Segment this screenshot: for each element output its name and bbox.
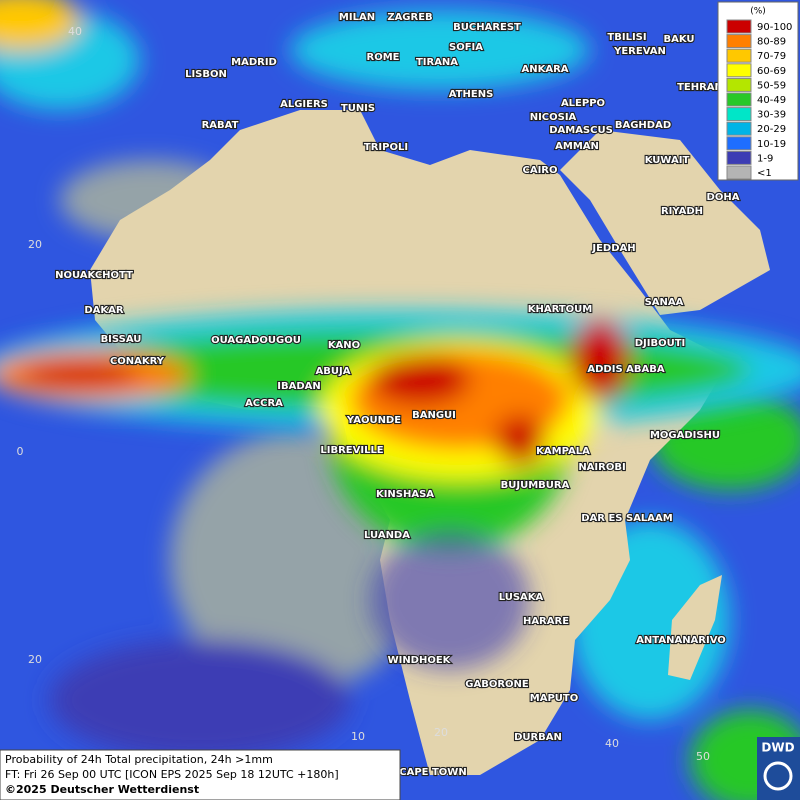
legend-label: 60-69 bbox=[757, 66, 786, 77]
longitude-label: 50 bbox=[696, 750, 710, 763]
city-label: LISBON bbox=[185, 69, 227, 80]
longitude-label: 10 bbox=[351, 730, 365, 743]
city-label: DAKAR bbox=[84, 305, 124, 316]
city-label: ALGIERS bbox=[280, 99, 328, 110]
city-label: LIBREVILLE bbox=[320, 445, 383, 456]
legend-swatch bbox=[726, 92, 752, 107]
legend-swatch bbox=[726, 165, 752, 180]
city-label: BAGHDAD bbox=[615, 120, 671, 131]
city-label: YEREVAN bbox=[613, 46, 666, 57]
city-label: DAR ES SALAAM bbox=[581, 513, 673, 524]
footer-line: FT: Fri 26 Sep 00 UTC [ICON EPS 2025 Sep… bbox=[5, 768, 339, 781]
city-label: ATHENS bbox=[449, 89, 494, 100]
city-label: AMMAN bbox=[555, 141, 599, 152]
city-label: TIRANA bbox=[416, 57, 458, 68]
city-label: TUNIS bbox=[341, 103, 375, 114]
legend-label: 1-9 bbox=[757, 153, 773, 164]
legend-swatch bbox=[726, 48, 752, 63]
legend-label: 70-79 bbox=[757, 51, 786, 62]
city-label: GABORONE bbox=[465, 679, 529, 690]
city-label: YAOUNDE bbox=[346, 415, 401, 426]
city-label: MOGADISHU bbox=[650, 430, 720, 441]
city-label: CONAKRY bbox=[110, 356, 165, 367]
city-label: WINDHOEK bbox=[388, 655, 452, 666]
city-label: RABAT bbox=[202, 120, 239, 131]
city-label: KANO bbox=[328, 340, 360, 351]
legend-swatch bbox=[726, 136, 752, 151]
city-label: IBADAN bbox=[277, 381, 321, 392]
legend-swatch bbox=[726, 121, 752, 136]
latitude-label: 20 bbox=[28, 238, 42, 251]
city-label: LUSAKA bbox=[499, 592, 544, 603]
legend-label: 80-89 bbox=[757, 37, 786, 48]
legend-label: 30-39 bbox=[757, 110, 786, 121]
legend-swatch bbox=[726, 19, 752, 34]
longitude-label: 20 bbox=[434, 726, 448, 739]
city-label: NICOSIA bbox=[530, 112, 577, 123]
city-label: ANKARA bbox=[521, 64, 568, 75]
city-label: OUAGADOUGOU bbox=[211, 335, 301, 346]
city-label: TEHRAN bbox=[677, 82, 723, 93]
legend-label: <1 bbox=[757, 168, 772, 179]
city-label: BANGUI bbox=[412, 410, 456, 421]
city-label: BAKU bbox=[663, 34, 694, 45]
legend-label: 40-49 bbox=[757, 95, 786, 106]
legend: (%) 90-100 80-89 70-79 60-69 50-59 40-49 30-39… bbox=[717, 1, 799, 181]
city-label: SOFIA bbox=[449, 42, 483, 53]
city-label: MAPUTO bbox=[530, 693, 578, 704]
city-label: ZAGREB bbox=[387, 12, 432, 23]
city-label: RIYADH bbox=[661, 206, 703, 217]
latitude-label: 40 bbox=[68, 25, 82, 38]
city-label: ABUJA bbox=[316, 366, 351, 377]
legend-label: 20-29 bbox=[757, 124, 786, 135]
city-label: TRIPOLI bbox=[364, 142, 408, 153]
latitude-label: 0 bbox=[17, 445, 24, 458]
city-label: CAPE TOWN bbox=[399, 767, 466, 778]
city-label: DJIBOUTI bbox=[635, 338, 686, 349]
footer-line: Probability of 24h Total precipitation, … bbox=[5, 753, 273, 766]
legend-swatch bbox=[726, 63, 752, 78]
footer-line: ©2025 Deutscher Wetterdienst bbox=[5, 783, 199, 796]
city-label: BISSAU bbox=[101, 334, 142, 345]
city-label: BUJUMBURA bbox=[501, 480, 570, 491]
city-label: NAIROBI bbox=[578, 462, 625, 473]
city-label: ADDIS ABABA bbox=[587, 364, 664, 375]
city-label: NOUAKCHOTT bbox=[55, 270, 133, 281]
legend-swatch bbox=[726, 150, 752, 165]
city-label: MILAN bbox=[339, 12, 375, 23]
city-label: DAMASCUS bbox=[549, 125, 613, 136]
city-label: CAIRO bbox=[523, 165, 558, 176]
city-label: ACCRA bbox=[245, 398, 283, 409]
city-label: SANAA bbox=[645, 297, 684, 308]
legend-label: 50-59 bbox=[757, 80, 786, 91]
city-label: MADRID bbox=[231, 57, 277, 68]
city-label: DOHA bbox=[707, 192, 740, 203]
city-label: TBILISI bbox=[607, 32, 646, 43]
logo: DWD bbox=[757, 737, 800, 800]
city-label: JEDDAH bbox=[591, 243, 635, 254]
city-label: DURBAN bbox=[514, 732, 562, 743]
legend-swatch bbox=[726, 77, 752, 92]
city-label: KHARTOUM bbox=[528, 304, 593, 315]
city-label: HARARE bbox=[523, 616, 569, 627]
legend-swatch bbox=[726, 107, 752, 122]
city-label: BUCHAREST bbox=[453, 22, 521, 33]
city-label: LUANDA bbox=[364, 530, 410, 541]
legend-title: (%) bbox=[750, 7, 766, 17]
longitude-label: 40 bbox=[605, 737, 619, 750]
city-label: ALEPPO bbox=[561, 98, 605, 109]
city-label: ROME bbox=[367, 52, 400, 63]
legend-label: 90-100 bbox=[757, 22, 792, 33]
city-label: KUWAIT bbox=[645, 155, 690, 166]
city-label: ANTANANARIVO bbox=[636, 635, 726, 646]
city-label: KINSHASA bbox=[376, 489, 434, 500]
city-label: KAMPALA bbox=[536, 446, 590, 457]
latitude-label: 20 bbox=[28, 653, 42, 666]
legend-swatch bbox=[726, 34, 752, 49]
legend-label: 10-19 bbox=[757, 139, 786, 150]
footer: Probability of 24h Total precipitation, … bbox=[0, 749, 401, 800]
logo-text: DWD bbox=[761, 741, 794, 755]
